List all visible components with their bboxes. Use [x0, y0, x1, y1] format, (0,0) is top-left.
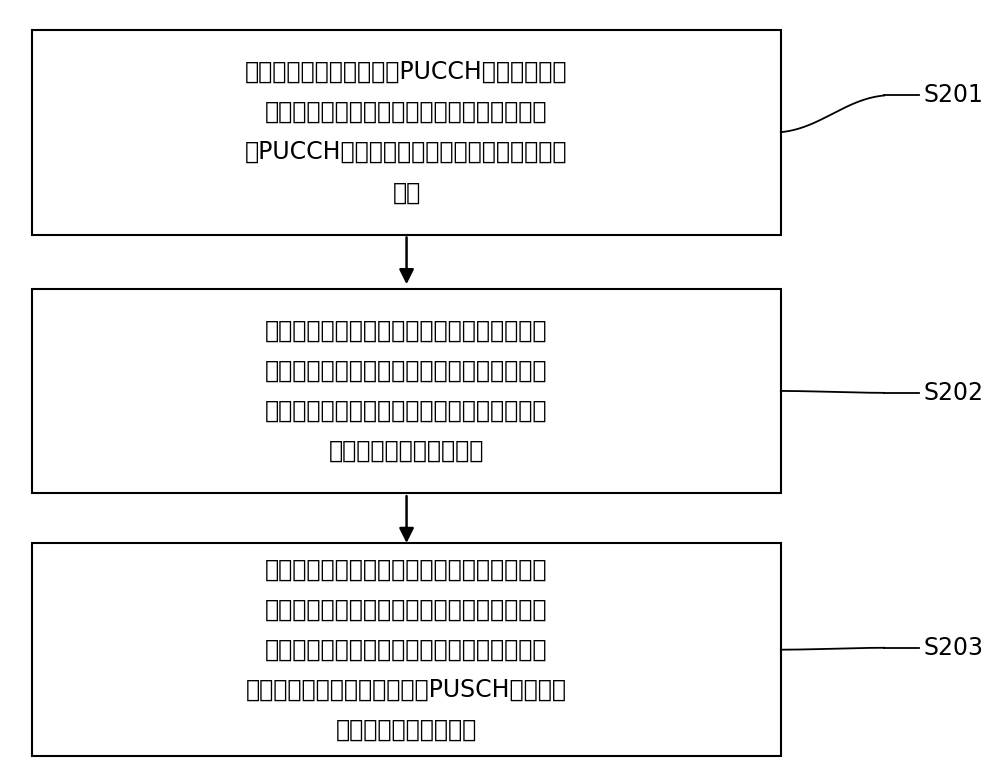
Text: 所述下行数据反馈信息: 所述下行数据反馈信息 — [336, 718, 477, 742]
Text: 引表格，确定当所述下行数据反馈信息通过所: 引表格，确定当所述下行数据反馈信息通过所 — [265, 100, 548, 124]
FancyBboxPatch shape — [32, 544, 781, 756]
Text: S203: S203 — [924, 636, 984, 660]
FancyBboxPatch shape — [32, 30, 781, 234]
Text: 权，以授权所述用户设备通过PUSCH信道传输: 权，以授权所述用户设备通过PUSCH信道传输 — [246, 678, 567, 702]
FancyBboxPatch shape — [32, 289, 781, 493]
Text: 处于反馈所述下行数据反馈信息的时刻，且是: 处于反馈所述下行数据反馈信息的时刻，且是 — [265, 399, 548, 423]
Text: 若所述用户设备正处于反馈所述下行数据反馈: 若所述用户设备正处于反馈所述下行数据反馈 — [265, 557, 548, 581]
Text: 调度情况时，所述基站判断所述用户设备是否: 调度情况时，所述基站判断所述用户设备是否 — [265, 359, 548, 383]
Text: 情况: 情况 — [392, 180, 421, 205]
Text: 信息的时刻，且正具有所述上行数据调度请求: 信息的时刻，且正具有所述上行数据调度请求 — [265, 598, 548, 622]
Text: 述PUCCH信道传输时可能产生反馈歧义的调度: 述PUCCH信道传输时可能产生反馈歧义的调度 — [245, 140, 568, 164]
Text: 所述基站根据子帧配比和PUCCH信道的反馈索: 所述基站根据子帧配比和PUCCH信道的反馈索 — [245, 60, 568, 84]
Text: ，则所述基站对所述用户设备进行上行调度授: ，则所述基站对所述用户设备进行上行调度授 — [265, 638, 548, 662]
Text: 若当前调度情况属于所述可能产生反馈歧义的: 若当前调度情况属于所述可能产生反馈歧义的 — [265, 319, 548, 342]
Text: 否具有上行数据调度请求: 否具有上行数据调度请求 — [329, 440, 484, 463]
Text: S201: S201 — [924, 83, 983, 107]
Text: S202: S202 — [924, 381, 984, 405]
